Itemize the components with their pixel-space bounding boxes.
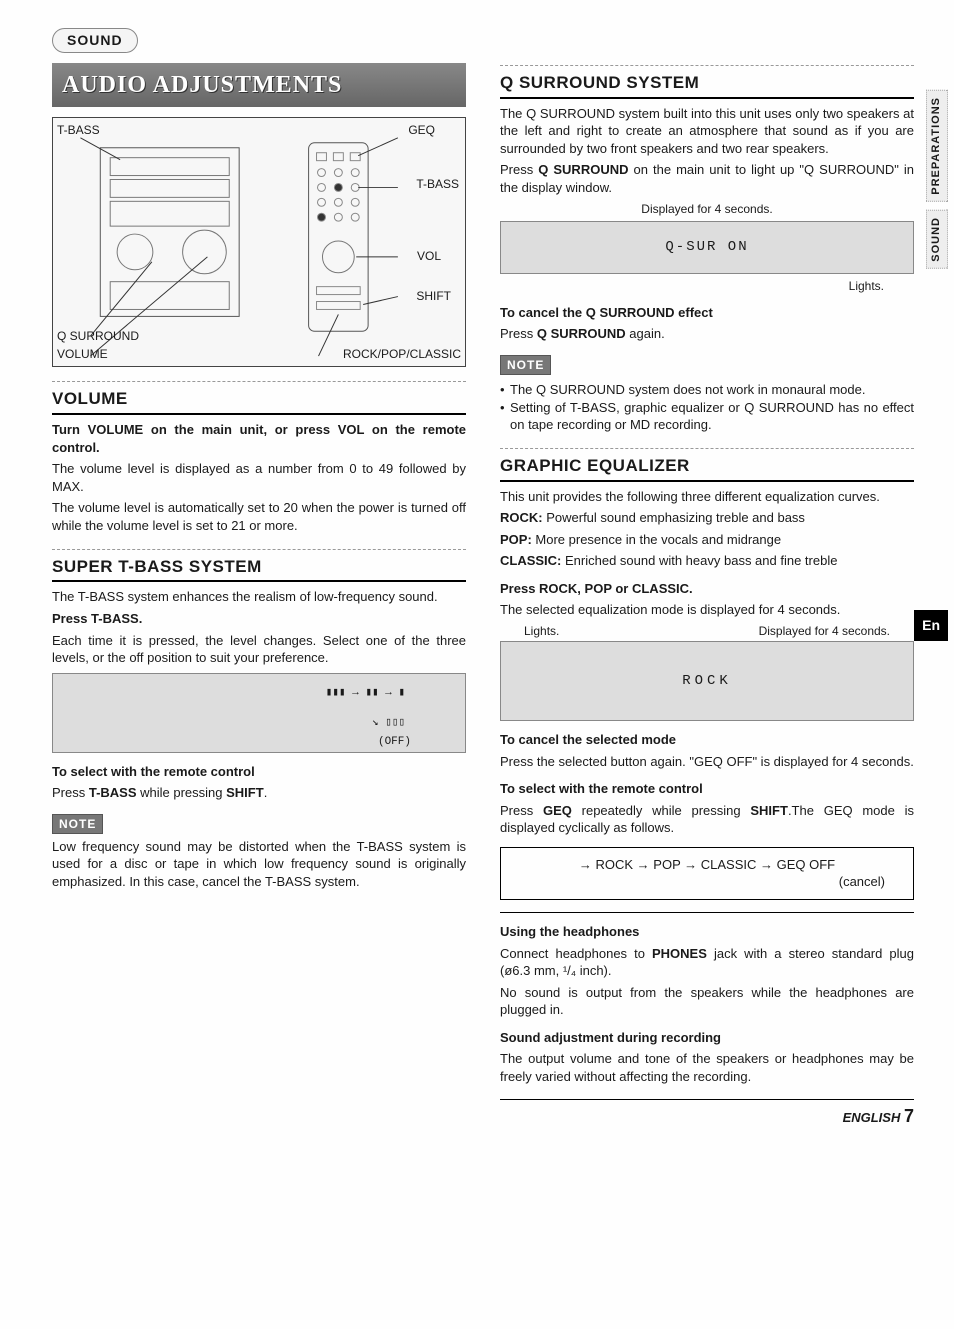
diagram-label-shift: SHIFT [416,288,451,304]
heading-qsurround: Q SURROUND SYSTEM [500,72,914,99]
qsur-p2: Press Q SURROUND on the main unit to lig… [500,161,914,196]
tbass-p1: The T-BASS system enhances the realism o… [52,588,466,606]
geq-pop: POP: More presence in the vocals and mid… [500,531,914,549]
qsur-note-item: Setting of T-BASS, graphic equalizer or … [500,399,914,434]
diagram-label-qsurround: Q SURROUND [57,328,139,344]
geq-caption-lights: Lights. [524,623,559,639]
diagram-label-tbass-right: T-BASS [416,176,459,192]
heading-volume: VOLUME [52,388,466,415]
tbass-level-diagram: ▮▮▮ → ▮▮ → ▮ ↘︎ ▯▯▯ (OFF) [52,673,466,753]
side-lang-en: En [914,610,948,641]
geq-rock: ROCK: Powerful sound emphasizing treble … [500,509,914,527]
geq-cycle-text: → ROCK → POP → CLASSIC → GEQ OFF [511,856,903,874]
tbass-note-badge: NOTE [52,814,103,834]
tbass-off-label: (OFF) [378,735,411,750]
qsur-note-item: The Q SURROUND system does not work in m… [500,381,914,399]
page-footer: ENGLISH 7 [500,1099,914,1128]
side-tabs: PREPARATIONS SOUND [926,90,948,269]
volume-p1: The volume level is displayed as a numbe… [52,460,466,495]
heading-geq: GRAPHIC EQUALIZER [500,455,914,482]
diagram-label-vol: VOL [417,248,441,264]
qsur-cancel-head: To cancel the Q SURROUND effect [500,304,914,322]
left-column: AUDIO ADJUSTMENTS [52,63,466,1129]
tbass-note-body: Low frequency sound may be distorted whe… [52,838,466,891]
volume-lead: Turn VOLUME on the main unit, or press V… [52,421,466,456]
geq-cycle-cancel: (cancel) [511,873,903,891]
geq-caption-4sec: Displayed for 4 seconds. [759,623,890,639]
geq-select-head: To select with the remote control [500,780,914,798]
geq-press-body: The selected equalization mode is displa… [500,601,914,619]
tbass-select-head: To select with the remote control [52,763,466,781]
geq-cancel-head: To cancel the selected mode [500,731,914,749]
page-tab-sound: SOUND [52,28,138,53]
heading-tbass: SUPER T-BASS SYSTEM [52,556,466,583]
tbass-press: Press T-BASS. [52,610,466,628]
headphones-body2: No sound is output from the speakers whi… [500,984,914,1019]
qsur-display: Q-SUR ON [500,221,914,274]
geq-cycle-diagram: → ROCK → POP → CLASSIC → GEQ OFF (cancel… [500,847,914,900]
qsur-display-caption-top: Displayed for 4 seconds. [500,201,914,217]
banner-audio-adjustments: AUDIO ADJUSTMENTS [52,63,466,107]
recording-body: The output volume and tone of the speake… [500,1050,914,1085]
tbass-p2: Each time it is pressed, the level chang… [52,632,466,667]
geq-classic: CLASSIC: Enriched sound with heavy bass … [500,552,914,570]
volume-p2: The volume level is automatically set to… [52,499,466,534]
geq-press-head: Press ROCK, POP or CLASSIC. [500,580,914,598]
qsur-p1: The Q SURROUND system built into this un… [500,105,914,158]
geq-cancel-body: Press the selected button again. "GEQ OF… [500,753,914,771]
geq-select-body: Press GEQ repeatedly while pressing SHIF… [500,802,914,837]
geq-display: ROCK [500,641,914,721]
side-tab-preparations: PREPARATIONS [926,90,948,202]
headphones-body1: Connect headphones to PHONES jack with a… [500,945,914,980]
diagram-label-geq: GEQ [408,122,435,138]
geq-p1: This unit provides the following three d… [500,488,914,506]
qsur-cancel-body: Press Q SURROUND again. [500,325,914,343]
footer-lang: ENGLISH [843,1110,901,1125]
diagram-label-rockpopclassic: ROCK/POP/CLASSIC [343,346,461,362]
headphones-head: Using the headphones [500,923,914,941]
qsur-note-list: The Q SURROUND system does not work in m… [500,381,914,434]
qsur-note-badge: NOTE [500,355,551,375]
unit-remote-diagram: T-BASS GEQ T-BASS VOL SHIFT Q SURROUND V… [52,117,466,367]
diagram-label-volume: VOLUME [57,346,108,362]
tbass-select-body: Press T-BASS while pressing SHIFT. [52,784,466,802]
side-tab-sound: SOUND [926,210,948,269]
right-column: Q SURROUND SYSTEM The Q SURROUND system … [500,63,914,1129]
footer-page-number: 7 [904,1106,914,1126]
recording-head: Sound adjustment during recording [500,1029,914,1047]
diagram-label-tbass-left: T-BASS [57,122,100,138]
qsur-display-caption-bot: Lights. [500,278,914,294]
